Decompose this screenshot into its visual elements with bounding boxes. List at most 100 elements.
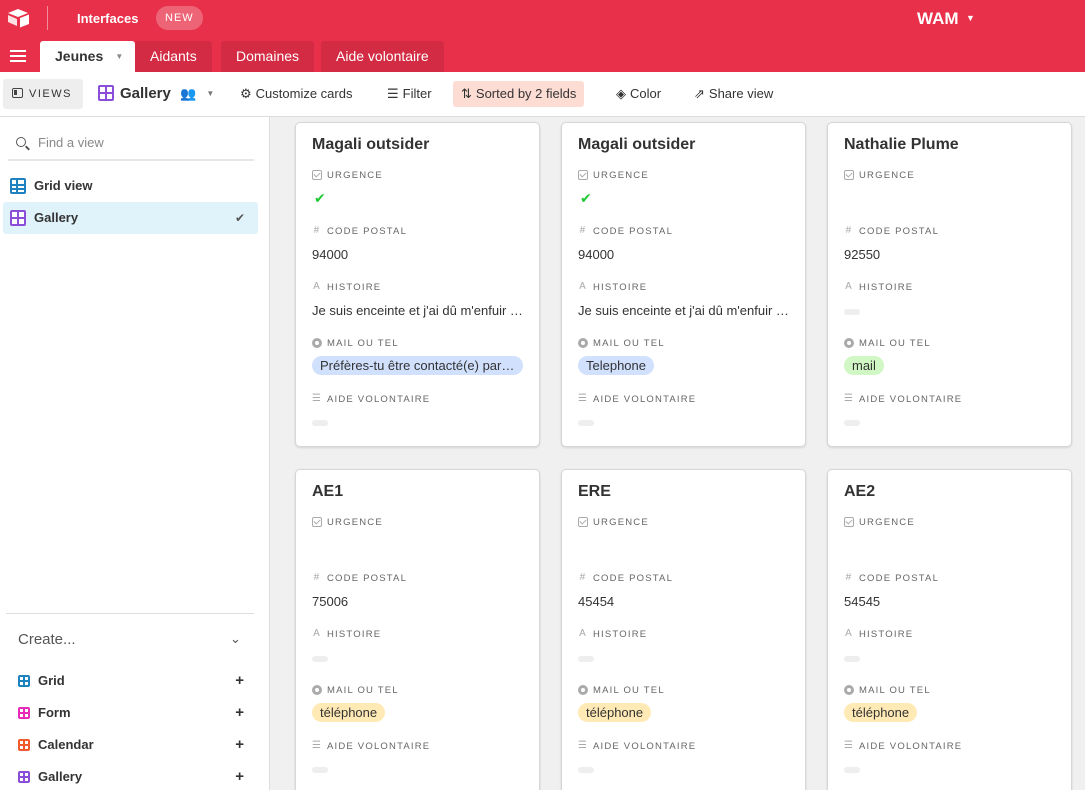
linked-record-field-icon: ☰ xyxy=(578,740,589,751)
tab-aide-volontaire[interactable]: Aide volontaire xyxy=(321,41,444,72)
card-title: Magali outsider xyxy=(312,136,430,153)
code-postal-field-label: # CODE POSTAL xyxy=(579,225,674,238)
customize-cards-label: Customize cards xyxy=(255,86,353,101)
mail-ou-tel-pill: mail xyxy=(844,356,884,375)
sort-icon: ⇅ xyxy=(461,86,472,101)
empty-value xyxy=(844,656,860,662)
plus-icon[interactable]: + xyxy=(235,768,244,785)
tab-caret-icon[interactable]: ▼ xyxy=(115,52,124,61)
find-view-input[interactable]: Find a view xyxy=(8,129,254,161)
number-field-icon: # xyxy=(845,225,853,236)
tab-jeunes[interactable]: Jeunes ▼ xyxy=(40,41,136,72)
checkbox-field-icon xyxy=(578,170,588,180)
card-title: Magali outsider xyxy=(578,136,696,153)
base-name[interactable]: WAM xyxy=(917,9,959,28)
number-field-icon: # xyxy=(579,225,587,236)
current-view-selector[interactable]: Gallery 👥 ▼ xyxy=(98,81,214,107)
logo-divider xyxy=(47,6,48,30)
filter-button[interactable]: ☰ Filter xyxy=(387,81,432,107)
aide-volontaire-field-label: ☰ AIDE VOLONTAIRE xyxy=(578,740,697,753)
create-form-item[interactable]: Form + xyxy=(18,701,248,725)
create-calendar-item[interactable]: Calendar + xyxy=(18,733,248,757)
histoire-field-label: A HISTOIRE xyxy=(313,281,382,294)
sort-button[interactable]: ⇅ Sorted by 2 fields xyxy=(453,81,585,107)
view-item-label: Grid view xyxy=(34,178,93,193)
number-field-icon: # xyxy=(313,225,321,236)
empty-value xyxy=(844,767,860,773)
plus-icon[interactable]: + xyxy=(235,704,244,721)
single-select-field-icon xyxy=(844,685,854,695)
base-caret-icon[interactable]: ▼ xyxy=(966,13,975,23)
text-field-icon: A xyxy=(313,281,321,292)
customize-cards-button[interactable]: ⚙ Customize cards xyxy=(240,81,352,107)
gallery-view-icon xyxy=(10,210,26,226)
airtable-logo-icon[interactable] xyxy=(7,8,31,28)
calendar-view-icon xyxy=(18,739,30,751)
linked-record-field-icon: ☰ xyxy=(844,740,855,751)
checkbox-field-icon xyxy=(312,517,322,527)
urgence-field-label: URGENCE xyxy=(844,517,915,528)
hamburger-menu-icon[interactable] xyxy=(10,50,26,62)
sidebar-item-grid-view[interactable]: Grid view xyxy=(3,170,258,202)
create-section-label[interactable]: Create... xyxy=(18,631,76,648)
paint-bucket-icon: ◈ xyxy=(616,86,626,101)
gear-icon: ⚙ xyxy=(240,86,252,101)
record-card[interactable]: ERE URGENCE # CODE POSTAL 45454 A HISTOIRE MAIL… xyxy=(561,469,806,790)
record-card[interactable]: Magali outsider URGENCE ✔ # CODE POSTAL 94000… xyxy=(561,122,806,447)
empty-value xyxy=(578,656,594,662)
tab-domaines[interactable]: Domaines xyxy=(221,41,315,72)
views-label: VIEWS xyxy=(29,88,72,100)
code-postal-field-label: # CODE POSTAL xyxy=(845,572,940,585)
record-card[interactable]: AE2 URGENCE # CODE POSTAL 54545 A HISTOIRE MAIL… xyxy=(827,469,1072,790)
collaborative-view-icon: 👥 xyxy=(180,86,197,101)
mail-ou-tel-pill: téléphone xyxy=(312,703,386,722)
sidebar-item-gallery[interactable]: Gallery ✔ xyxy=(3,202,258,234)
code-postal-value: 75006 xyxy=(312,594,349,609)
histoire-field-label: A HISTOIRE xyxy=(313,628,382,641)
code-postal-value: 45454 xyxy=(578,594,615,609)
record-card[interactable]: AE1 URGENCE # CODE POSTAL 75006 A HISTOIRE MAIL… xyxy=(295,469,540,790)
single-select-field-icon xyxy=(844,338,854,348)
tab-aidants[interactable]: Aidants xyxy=(135,41,212,72)
plus-icon[interactable]: + xyxy=(235,736,244,753)
create-gallery-item[interactable]: Gallery + xyxy=(18,765,248,789)
aide-volontaire-field-label: ☰ AIDE VOLONTAIRE xyxy=(578,393,697,406)
create-grid-item[interactable]: Grid + xyxy=(18,669,248,693)
color-button[interactable]: ◈ Color xyxy=(616,81,661,107)
find-view-placeholder: Find a view xyxy=(38,135,104,150)
filter-label: Filter xyxy=(402,86,432,101)
card-title: AE1 xyxy=(312,483,344,500)
interfaces-link[interactable]: Interfaces xyxy=(77,11,139,26)
text-field-icon: A xyxy=(845,628,853,639)
record-card[interactable]: Nathalie Plume URGENCE # CODE POSTAL 92550 A H… xyxy=(827,122,1072,447)
view-toolbar: VIEWS Gallery 👥 ▼ ⚙ Customize cards ☰ Filt… xyxy=(0,72,1085,117)
view-item-label: Gallery xyxy=(34,210,79,225)
plus-icon[interactable]: + xyxy=(235,672,244,689)
chevron-down-icon[interactable]: ⌄ xyxy=(230,631,241,646)
histoire-field-label: A HISTOIRE xyxy=(845,281,914,294)
number-field-icon: # xyxy=(579,572,587,583)
empty-value xyxy=(312,420,328,426)
code-postal-value: 92550 xyxy=(844,247,881,262)
histoire-field-label: A HISTOIRE xyxy=(579,281,648,294)
aide-volontaire-field-label: ☰ AIDE VOLONTAIRE xyxy=(844,740,963,753)
record-card[interactable]: Magali outsider URGENCE ✔ # CODE POSTAL 94000… xyxy=(295,122,540,447)
mail-ou-tel-field-label: MAIL OU TEL xyxy=(578,338,665,349)
histoire-field-label: A HISTOIRE xyxy=(579,628,648,641)
views-toggle-button[interactable]: VIEWS xyxy=(3,79,83,109)
aide-volontaire-field-label: ☰ AIDE VOLONTAIRE xyxy=(844,393,963,406)
top-bar: Interfaces NEW WAM ▼ Jeunes ▼ Aidants Do… xyxy=(0,0,1085,72)
mail-ou-tel-field-label: MAIL OU TEL xyxy=(844,685,931,696)
gallery-view-icon xyxy=(18,771,30,783)
code-postal-value: 94000 xyxy=(578,247,615,262)
text-field-icon: A xyxy=(845,281,853,292)
empty-value xyxy=(844,309,860,315)
number-field-icon: # xyxy=(313,572,321,583)
text-field-icon: A xyxy=(313,628,321,639)
histoire-field-label: A HISTOIRE xyxy=(845,628,914,641)
share-view-button[interactable]: ⇗ Share view xyxy=(694,81,773,107)
sidebar-toggle-icon xyxy=(12,88,23,98)
code-postal-field-label: # CODE POSTAL xyxy=(845,225,940,238)
current-view-name: Gallery xyxy=(120,85,171,102)
mail-ou-tel-field-label: MAIL OU TEL xyxy=(844,338,931,349)
